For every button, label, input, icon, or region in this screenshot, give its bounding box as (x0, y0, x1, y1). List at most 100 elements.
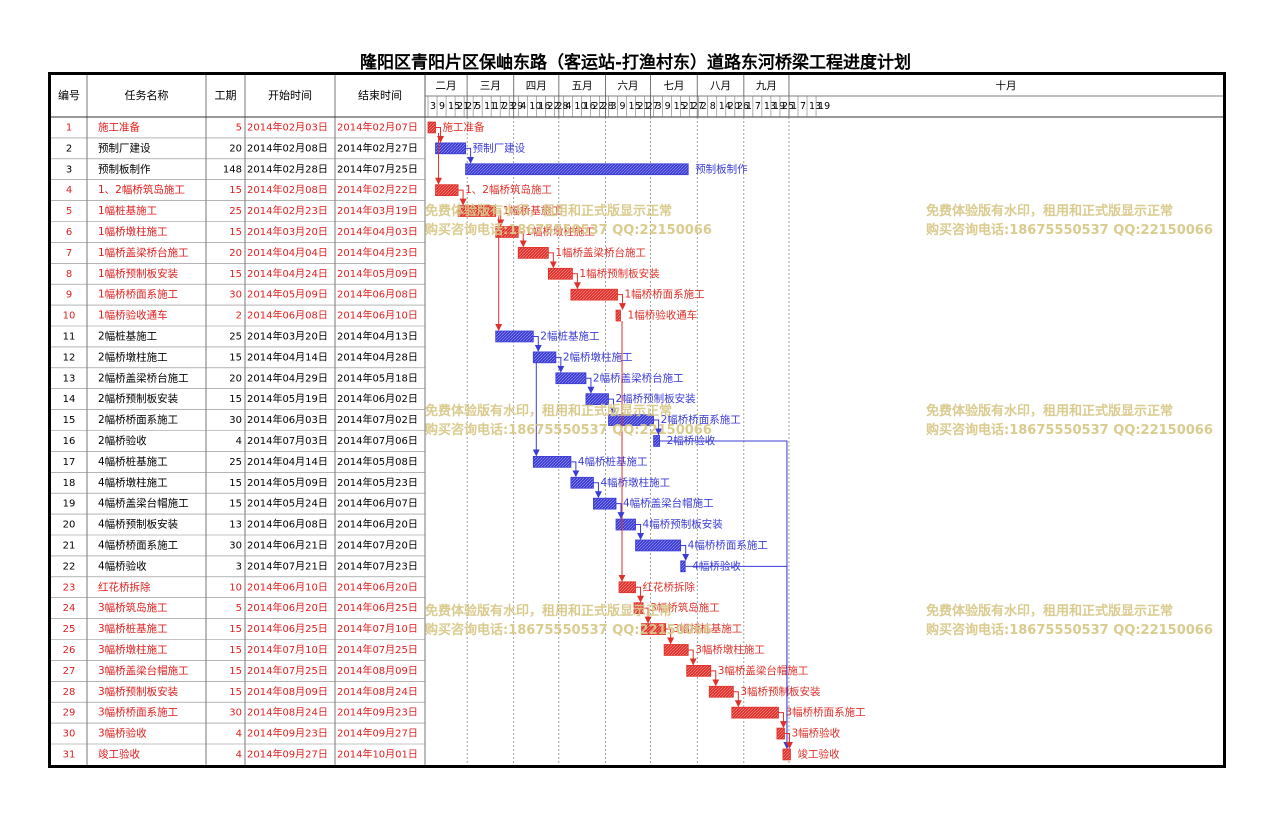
task-duration-cell: 25 (229, 457, 242, 468)
day-tick-label: 26 (737, 101, 749, 112)
month-label: 十月 (995, 79, 1016, 92)
task-name-cell: 预制板制作 (98, 162, 151, 175)
task-id-cell: 19 (63, 499, 76, 510)
day-tick-label: 10 (529, 101, 541, 112)
task-start-cell: 2014年05月09日 (247, 476, 328, 489)
task-end-cell: 2014年05月08日 (337, 455, 418, 468)
task-name-cell: 红花桥拆除 (98, 580, 151, 593)
task-end-cell: 2014年03月19日 (337, 204, 418, 217)
task-end-cell: 2014年05月18日 (337, 371, 418, 384)
gantt-bar-label: 预制厂建设 (473, 141, 526, 154)
dependency-link (555, 356, 565, 373)
task-duration-cell: 25 (229, 331, 242, 342)
task-duration-cell: 15 (229, 687, 242, 698)
task-name-cell: 1幅桥验收通车 (98, 309, 168, 322)
gantt-bar (435, 184, 459, 196)
gantt-bar-label: 3幅桥桩基施工 (673, 622, 743, 635)
day-tick-label: 3 (610, 101, 616, 112)
gantt-bar-label: 1、2幅桥筑岛施工 (465, 183, 552, 196)
task-name-cell: 4幅桥验收 (98, 559, 147, 572)
task-duration-cell: 15 (229, 624, 242, 635)
header-task-name: 任务名称 (125, 88, 169, 102)
dependency-link (533, 335, 542, 352)
gantt-bar (615, 518, 636, 531)
gantt-bar-label: 2幅桩基施工 (540, 329, 599, 342)
gantt-bar-label: 2幅桥预制板安装 (615, 392, 696, 405)
dependency-link (643, 607, 652, 624)
month-label: 九月 (756, 80, 777, 92)
dependency-link (685, 565, 791, 749)
task-start-cell: 2014年05月24日 (247, 497, 328, 510)
month-label: 七月 (663, 80, 684, 92)
gantt-bar (570, 288, 618, 301)
gantt-bar-label: 4幅桥盖梁台帽施工 (623, 497, 714, 510)
task-duration-cell: 13 (229, 520, 242, 531)
gantt-bar (633, 602, 644, 615)
task-end-cell: 2014年07月20日 (337, 538, 418, 551)
task-id-cell: 18 (63, 478, 76, 489)
day-tick-label: 28 (556, 101, 568, 112)
gantt-bar (555, 372, 587, 385)
day-tick-label: 1 (791, 101, 797, 112)
dependency-link (635, 524, 645, 540)
day-tick-label: 10 (574, 101, 586, 112)
dependency-link (778, 712, 787, 729)
header-duration: 工期 (215, 89, 237, 102)
task-name-cell: 1、2幅桥筑岛施工 (98, 183, 185, 196)
task-start-cell: 2014年05月09日 (247, 288, 328, 301)
task-start-cell: 2014年06月20日 (247, 601, 328, 614)
task-start-cell: 2014年06月21日 (247, 538, 328, 551)
day-tick-label: 3 (430, 101, 436, 112)
gantt-bar-label: 2幅桥桥面系施工 (661, 413, 741, 426)
task-end-cell: 2014年06月08日 (337, 288, 418, 301)
day-tick-label: 22 (547, 101, 559, 112)
gantt-bar-label: 4幅桥验收 (692, 559, 741, 572)
dependency-link (570, 461, 580, 478)
gantt-bar-label: 3幅桥墩柱施工 (695, 643, 765, 656)
task-end-cell: 2014年02月22日 (337, 183, 418, 196)
task-end-cell: 2014年07月06日 (337, 434, 418, 447)
gantt-bar (731, 706, 779, 719)
day-tick-label: 22 (592, 101, 604, 112)
month-label: 二月 (436, 80, 457, 92)
day-tick-label: 13 (764, 101, 776, 112)
task-name-cell: 3幅桥桥面系施工 (98, 706, 178, 719)
task-name-cell: 1幅桥预制板安装 (98, 267, 179, 280)
dependency-link (688, 649, 697, 666)
task-start-cell: 2014年08月24日 (247, 706, 328, 719)
day-tick-label: 4 (520, 101, 526, 112)
task-duration-cell: 30 (229, 415, 242, 426)
task-duration-cell: 20 (229, 248, 242, 259)
task-start-cell: 2014年04月14日 (247, 455, 328, 468)
day-tick-label: 21 (638, 101, 650, 112)
task-duration-cell: 30 (229, 540, 242, 551)
gantt-bar (708, 685, 734, 698)
gantt-bar (635, 539, 682, 552)
dependency-link (784, 733, 793, 749)
gantt-bar-label: 1幅桥桥面系施工 (625, 288, 705, 301)
task-end-cell: 2014年06月20日 (337, 580, 418, 593)
gantt-bar (465, 163, 689, 176)
day-tick-label: 9 (665, 101, 671, 112)
gantt-bar-label: 2幅桥墩柱施工 (563, 350, 633, 363)
task-id-cell: 16 (63, 436, 76, 447)
day-tick-label: 3 (656, 101, 662, 112)
day-tick-label: 15 (629, 101, 641, 112)
task-name-cell: 4幅桥桩基施工 (98, 455, 168, 468)
task-name-cell: 2幅桥桥面系施工 (98, 413, 178, 426)
task-name-cell: 3幅桥预制板安装 (98, 685, 179, 698)
dependency-link (710, 670, 720, 687)
gantt-bar-label: 4幅桥桥面系施工 (688, 538, 768, 551)
task-id-cell: 21 (63, 540, 76, 551)
task-start-cell: 2014年02月03日 (247, 120, 328, 133)
task-duration-cell: 5 (236, 603, 242, 614)
task-start-cell: 2014年06月08日 (247, 518, 328, 531)
task-id-cell: 7 (66, 248, 72, 259)
task-start-cell: 2014年06月08日 (247, 309, 328, 322)
gantt-bar (532, 351, 557, 364)
gantt-bar-label: 4幅桥预制板安装 (643, 518, 724, 531)
gantt-bar (593, 497, 617, 510)
task-end-cell: 2014年05月09日 (337, 267, 418, 280)
gantt-bar-label: 1幅桥基施工 (503, 204, 562, 217)
